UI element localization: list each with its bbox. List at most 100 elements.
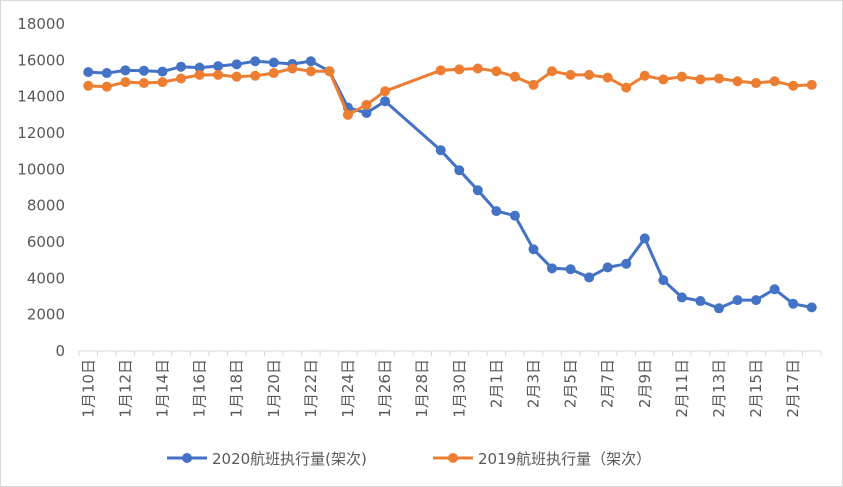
y-tick-label: 0 (55, 342, 65, 360)
legend-marker-icon (448, 453, 458, 463)
x-tick-label: 1月30日 (450, 359, 468, 418)
y-tick-label: 10000 (17, 160, 65, 178)
x-tick-label: 2月3日 (524, 359, 542, 408)
y-tick-label: 8000 (27, 197, 65, 215)
legend: 2020航班执行量(架次) 2019航班执行量（架次） (167, 450, 651, 468)
data-point (788, 298, 799, 309)
y-tick-label: 6000 (27, 233, 65, 251)
data-point (491, 66, 502, 77)
series-line (88, 59, 812, 310)
data-point (658, 275, 669, 286)
data-point (287, 63, 298, 74)
x-tick-label: 1月24日 (339, 359, 357, 418)
data-point (676, 292, 687, 303)
data-point (509, 71, 520, 82)
data-point (380, 96, 391, 107)
x-tick-label: 2月13日 (710, 359, 728, 418)
data-point (83, 67, 94, 78)
data-point (639, 70, 650, 81)
data-point (435, 65, 446, 76)
data-point (528, 244, 539, 255)
data-point (602, 262, 613, 273)
data-point (250, 56, 261, 67)
data-point (584, 69, 595, 80)
data-point (138, 65, 149, 76)
data-point (695, 74, 706, 85)
y-tick-label: 2000 (27, 306, 65, 324)
x-tick-label: 2月15日 (747, 359, 765, 418)
legend-item: 2019航班执行量（架次） (433, 450, 651, 468)
data-point (713, 73, 724, 84)
x-tick-label: 2月7日 (599, 359, 617, 408)
data-point (361, 99, 372, 110)
data-point (621, 82, 632, 93)
data-point (454, 165, 465, 176)
y-tick-label: 18000 (17, 15, 65, 33)
legend-label: 2020航班执行量(架次) (212, 450, 367, 468)
data-point (380, 86, 391, 97)
data-point (120, 65, 131, 76)
x-tick-label: 2月11日 (673, 359, 691, 418)
data-point (676, 71, 687, 82)
series-1 (83, 63, 817, 120)
data-point (732, 76, 743, 87)
y-axis: 0 2000 4000 6000 8000 10000 12000 14000 16000 180… (17, 15, 65, 360)
x-axis: 1月10日 1月12日 1月14日 1月16日 1月18日 1月20日 1月22日 1月24日… (79, 359, 802, 418)
data-point (213, 69, 224, 80)
data-point (138, 78, 149, 89)
data-point (732, 295, 743, 306)
data-point (324, 66, 335, 77)
x-tick-label: 1月20日 (265, 359, 283, 418)
x-tick-label: 2月9日 (636, 359, 654, 408)
data-point (157, 77, 168, 88)
x-axis-ticks (78, 351, 822, 356)
data-point (305, 66, 316, 77)
data-point (176, 73, 187, 84)
data-point (231, 59, 242, 70)
x-tick-label: 1月14日 (153, 359, 171, 418)
data-point (361, 108, 372, 119)
x-tick-label: 1月22日 (302, 359, 320, 418)
data-point (231, 71, 242, 82)
data-point (268, 68, 279, 79)
data-point (547, 263, 558, 274)
data-point (806, 79, 817, 90)
data-point (769, 284, 780, 295)
y-tick-label: 4000 (27, 269, 65, 287)
data-point (101, 68, 112, 79)
data-point (194, 62, 205, 73)
data-point (788, 80, 799, 91)
data-point (454, 64, 465, 75)
data-point (250, 70, 261, 81)
legend-item: 2020航班执行量(架次) (167, 450, 367, 468)
data-point (695, 296, 706, 307)
data-point (806, 302, 817, 313)
data-point (547, 66, 558, 77)
data-point (658, 74, 669, 85)
data-point (509, 210, 520, 221)
data-point (472, 63, 483, 74)
legend-label: 2019航班执行量（架次） (478, 450, 651, 468)
x-tick-label: 1月16日 (191, 359, 209, 418)
data-point (528, 79, 539, 90)
data-point (713, 303, 724, 314)
data-point (621, 258, 632, 269)
data-point (120, 77, 131, 88)
data-point (639, 233, 650, 244)
x-tick-label: 1月18日 (228, 359, 246, 418)
data-point (565, 264, 576, 275)
series-0 (83, 56, 817, 314)
data-point (268, 57, 279, 68)
data-point (435, 145, 446, 156)
data-point (565, 69, 576, 80)
data-point (157, 66, 168, 77)
data-point (194, 69, 205, 80)
y-tick-label: 14000 (17, 88, 65, 106)
y-tick-label: 16000 (17, 51, 65, 69)
data-point (472, 185, 483, 196)
data-point (83, 80, 94, 91)
data-point (751, 78, 762, 89)
x-tick-label: 2月1日 (487, 359, 505, 408)
